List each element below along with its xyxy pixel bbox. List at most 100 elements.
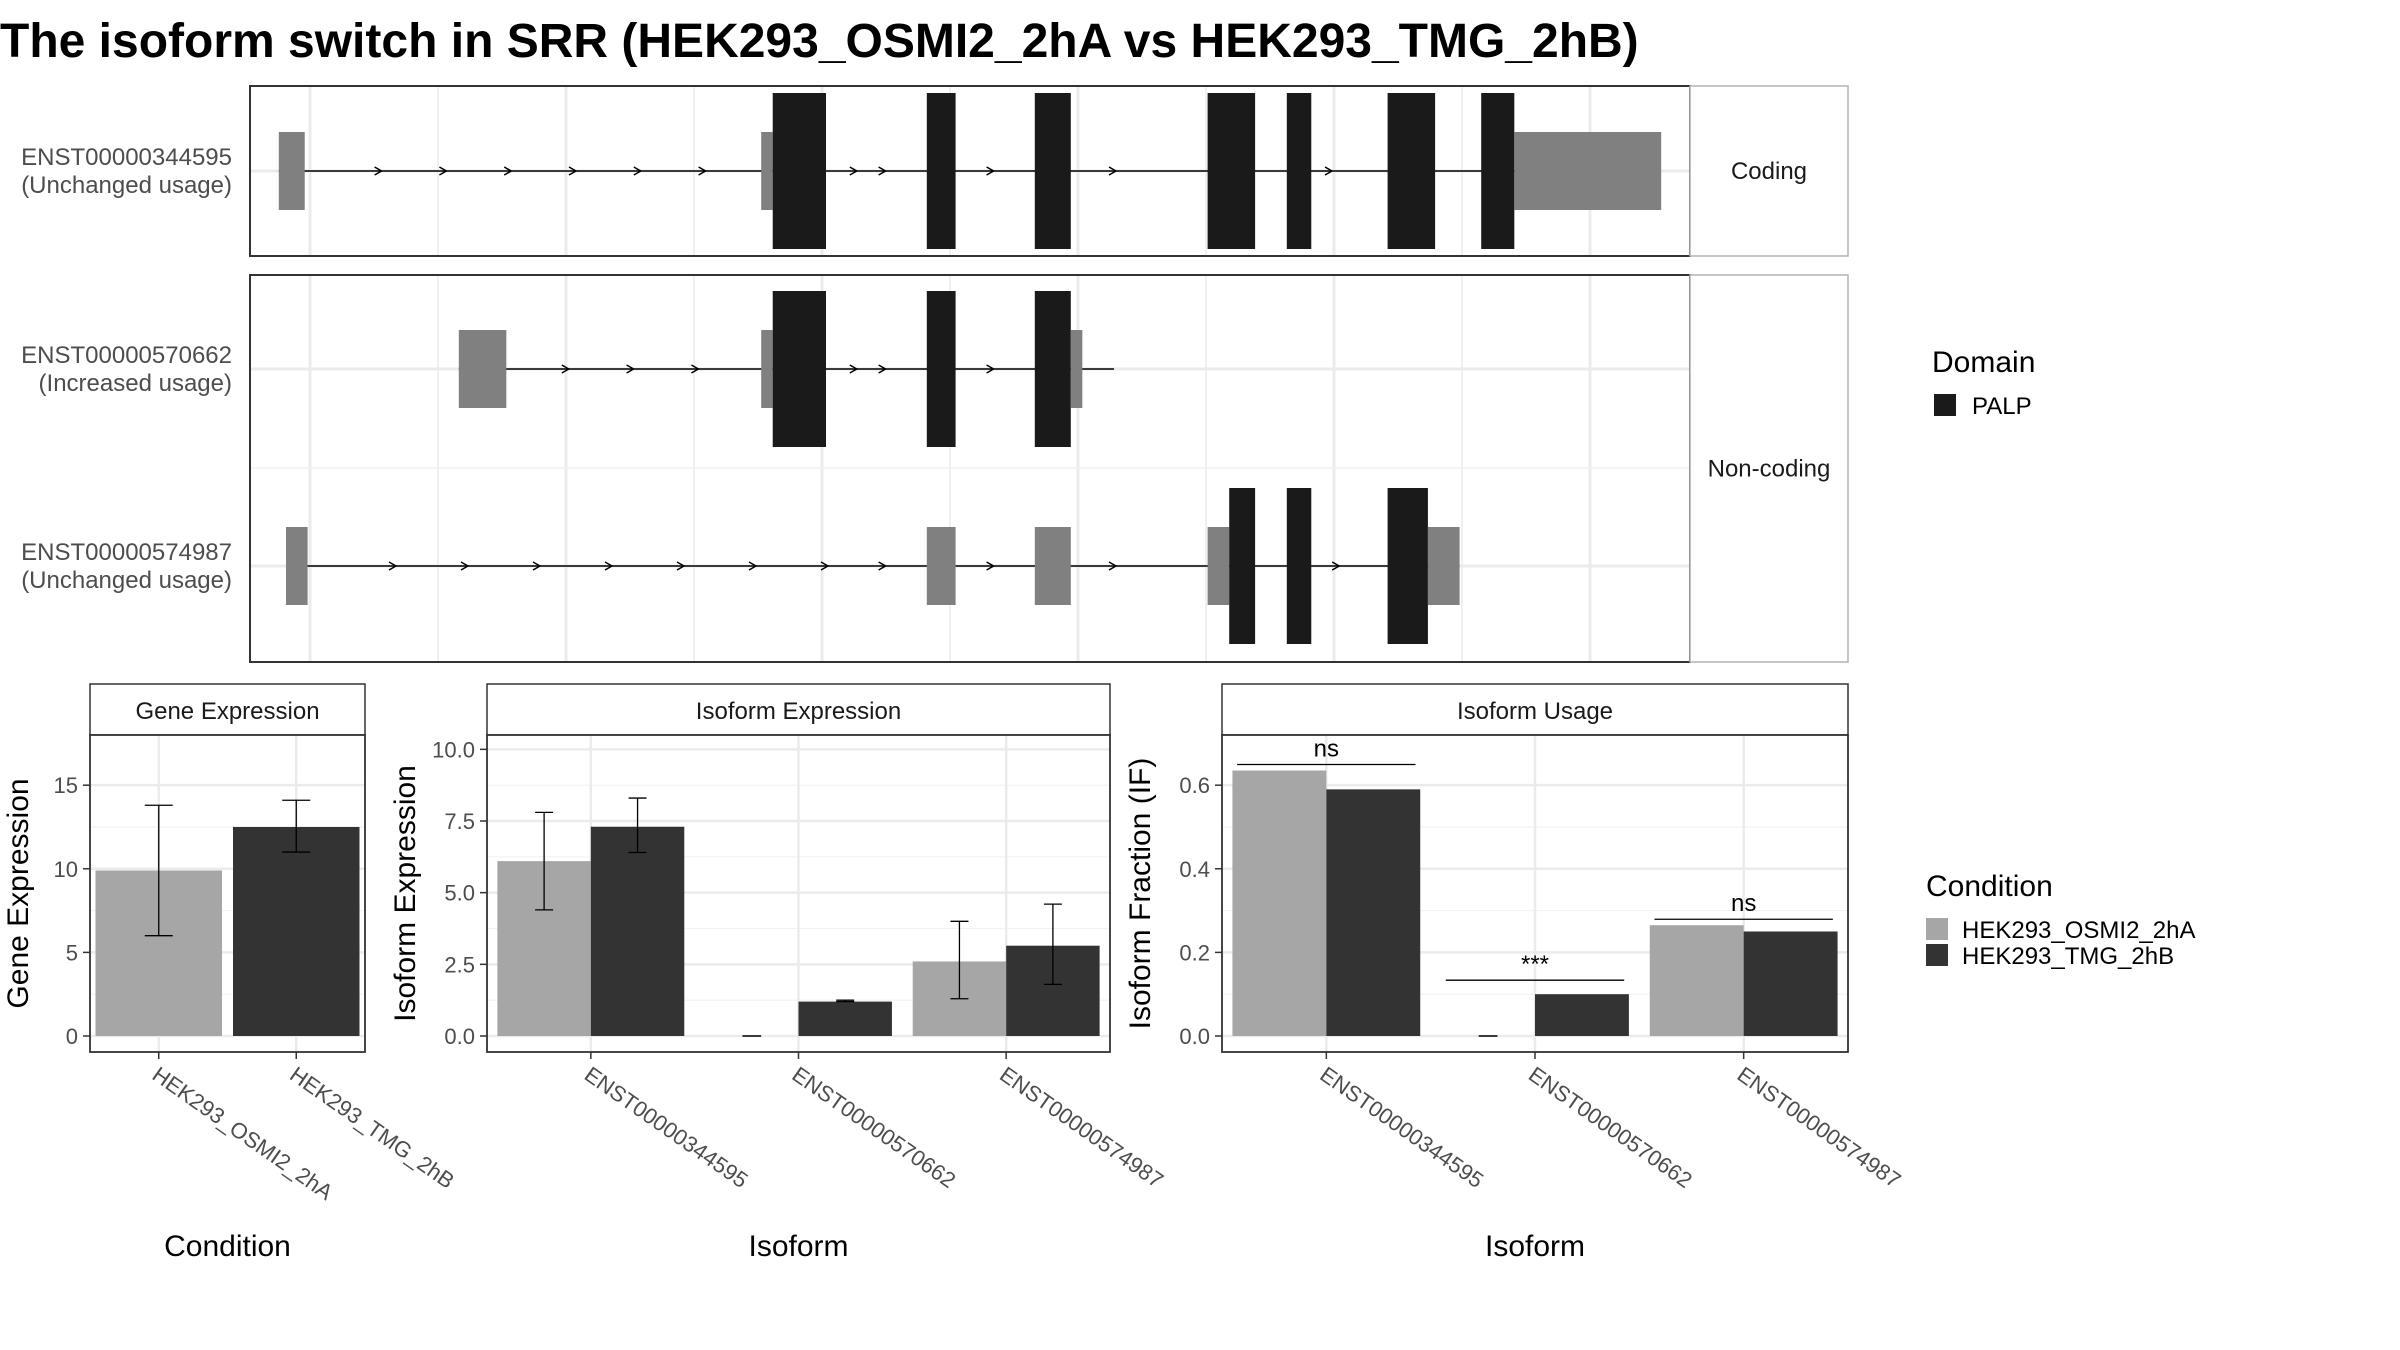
- y-tick-label: 5: [66, 940, 78, 965]
- utr-exon: [278, 132, 305, 210]
- strand-arrow: [1324, 166, 1334, 176]
- bar: [233, 826, 360, 1036]
- cds-exon: [1034, 291, 1071, 447]
- strand-arrow: [439, 166, 448, 176]
- cds-exon: [1286, 93, 1312, 249]
- strand-arrow: [820, 561, 830, 571]
- strand-arrow: [1331, 561, 1341, 571]
- strand-arrow: [633, 166, 643, 176]
- cds-exon: [1286, 488, 1312, 644]
- strand-arrow: [1108, 561, 1118, 571]
- condition-legend-title: Condition: [1926, 870, 2053, 903]
- strand-arrow: [460, 561, 470, 571]
- x-tick-label: ENST00000574987: [995, 1062, 1168, 1193]
- cds-exon: [1387, 93, 1436, 249]
- strand-arrow: [878, 561, 888, 571]
- cds-exon: [1229, 488, 1256, 644]
- condition-legend-label: HEK293_OSMI2_2hA: [1962, 917, 2195, 944]
- domain-legend-title: Domain: [1932, 346, 2035, 379]
- y-tick-label: 7.5: [444, 809, 475, 834]
- x-axis-title: Condition: [164, 1230, 291, 1263]
- cds-exon: [926, 291, 956, 447]
- strand-arrow: [626, 364, 636, 374]
- utr-exon: [1034, 527, 1071, 605]
- x-tick-label: ENST00000574987: [1733, 1062, 1906, 1193]
- domain-legend-swatch: [1934, 394, 1956, 416]
- y-tick-label: 0.6: [1179, 773, 1210, 798]
- transcript-id-label: ENST00000344595: [21, 144, 232, 171]
- panel-strip-title: Gene Expression: [135, 698, 319, 725]
- utr-exon: [1427, 527, 1460, 605]
- y-tick-label: 10: [54, 857, 78, 882]
- x-axis-title: Isoform: [1485, 1230, 1585, 1263]
- facet-label: Coding: [1731, 158, 1807, 185]
- legends: Domain PALP Condition HEK293_OSMI2_2hAHEK29…: [1926, 346, 2195, 970]
- transcript-id-label: ENST00000574987: [21, 539, 232, 566]
- utr-exon: [1207, 527, 1230, 605]
- panel-strip-title: Isoform Usage: [1457, 698, 1613, 725]
- strand-arrow: [849, 166, 859, 176]
- bar: [590, 826, 685, 1036]
- strand-arrow: [691, 364, 700, 374]
- x-axis-title: Isoform: [748, 1230, 848, 1263]
- x-tick-label: ENST00000570662: [1524, 1062, 1697, 1193]
- x-tick-label: ENST00000570662: [788, 1062, 961, 1193]
- significance-label: ***: [1521, 951, 1549, 978]
- transcript-id-label: ENST00000570662: [21, 342, 232, 369]
- bar: [1232, 770, 1327, 1036]
- utr-exon: [286, 527, 308, 605]
- bar: [1535, 994, 1629, 1036]
- y-tick-label: 15: [54, 773, 78, 798]
- x-tick-label: ENST00000344595: [1315, 1062, 1488, 1193]
- y-axis-title: Gene Expression: [2, 778, 35, 1008]
- strand-arrow: [388, 561, 398, 571]
- utr-exon: [761, 132, 773, 210]
- condition-legend-swatch: [1926, 944, 1948, 966]
- y-tick-label: 0.0: [444, 1024, 475, 1049]
- strand-arrow: [374, 166, 384, 176]
- y-tick-label: 5.0: [444, 881, 475, 906]
- strand-arrow: [561, 364, 571, 374]
- y-axis-title: Isoform Fraction (IF): [1124, 758, 1157, 1030]
- y-tick-label: 0.2: [1179, 940, 1210, 965]
- bar: [1743, 931, 1838, 1036]
- y-tick-label: 2.5: [444, 952, 475, 977]
- panel-strip-title: Isoform Expression: [696, 698, 901, 725]
- transcript-usage-label: (Increased usage): [39, 370, 232, 397]
- condition-legend-swatch: [1926, 918, 1948, 940]
- cds-exon: [772, 93, 826, 249]
- transcript-usage-label: (Unchanged usage): [21, 567, 232, 594]
- strand-arrow: [986, 364, 996, 374]
- cds-exon: [1207, 93, 1256, 249]
- panel-strip: [486, 683, 1111, 736]
- utr-exon: [761, 330, 773, 408]
- strand-arrow: [568, 166, 578, 176]
- strand-arrow: [748, 561, 758, 571]
- strand-arrow: [503, 166, 513, 176]
- strand-arrow: [849, 364, 859, 374]
- y-tick-label: 10.0: [432, 737, 475, 762]
- significance-label: ns: [1731, 890, 1756, 917]
- y-tick-label: 0: [66, 1024, 78, 1049]
- facet-label: Non-coding: [1708, 456, 1831, 483]
- y-tick-label: 0.0: [1179, 1024, 1210, 1049]
- expression-bar-charts: Gene Expression051015HEK293_OSMI2_2hAHEK…: [2, 683, 1906, 1263]
- bar: [798, 1001, 892, 1036]
- strand-arrow: [676, 561, 686, 571]
- y-axis-title: Isoform Expression: [389, 765, 422, 1022]
- transcript-usage-label: (Unchanged usage): [21, 172, 232, 199]
- condition-legend-label: HEK293_TMG_2hB: [1962, 943, 2174, 970]
- cds-exon: [1481, 93, 1515, 249]
- strand-arrow: [878, 166, 888, 176]
- cds-exon: [1387, 488, 1428, 644]
- y-tick-label: 0.4: [1179, 857, 1210, 882]
- facet-strip: [1689, 274, 1849, 663]
- strand-arrow: [604, 561, 614, 571]
- x-tick-label: ENST00000344595: [580, 1062, 753, 1193]
- strand-arrow: [878, 364, 888, 374]
- strand-arrow: [986, 561, 996, 571]
- figure-title: The isoform switch in SRR (HEK293_OSMI2_…: [0, 15, 1639, 68]
- strand-arrow: [698, 166, 708, 176]
